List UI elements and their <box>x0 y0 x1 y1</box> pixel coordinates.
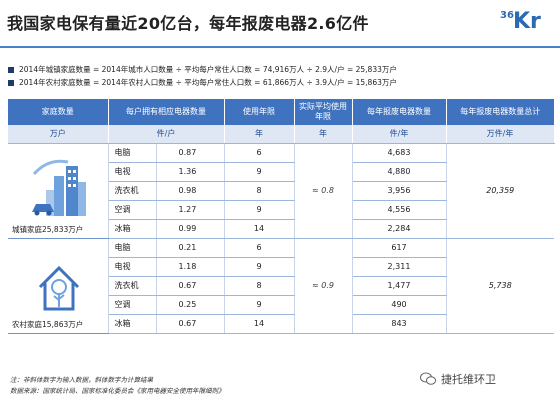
unit-cell: 万件/年 <box>446 125 555 144</box>
service-years-value: 14 <box>224 314 295 334</box>
table-row: 城镇家庭25,833万户 电脑 0.87 6 ≈ 0.8 4,683 20,359 <box>8 143 554 239</box>
footnotes: 注：非斜体数字为输入数据，斜体数字为计算结果 数据来源：国家统计局、国家标准化委… <box>10 375 225 397</box>
formula-list: 2014年城镇家庭数量 = 2014年城市人口数量 ÷ 平均每户常住人口数 = … <box>8 63 397 89</box>
appliance-name: 冰箱 <box>108 314 157 334</box>
per-household-value: 0.25 <box>156 295 225 315</box>
house-tree-icon <box>38 265 79 310</box>
table-row: 空调 0.25 9 490 <box>8 295 554 315</box>
scrap-table: 家庭数量 每户拥有相应电器数量 使用年限 实际平均使用年限 每年报废电器数量 每… <box>8 99 555 334</box>
appliance-name: 电脑 <box>108 143 157 163</box>
unit-cell: 年 <box>294 125 353 144</box>
col-header: 实际平均使用年限 <box>294 99 353 125</box>
brand-logo: 36 Kr <box>500 10 552 36</box>
logo-number: 36 <box>500 10 514 21</box>
table-row: 洗衣机 0.98 8 3,956 <box>8 181 554 201</box>
unit-cell: 年 <box>224 125 295 144</box>
appliance-name: 电视 <box>108 257 157 277</box>
formula-text: 2014年城镇家庭数量 = 2014年城市人口数量 ÷ 平均每户常住人口数 = … <box>19 65 397 74</box>
scrapped-total-value: 5,738 <box>446 238 554 334</box>
scrapped-value: 1,477 <box>352 276 447 296</box>
title-divider <box>0 46 560 48</box>
formula-text: 2014年农村家庭数量 = 2014年农村人口数量 ÷ 平均每户常住人口数 = … <box>19 78 397 87</box>
service-years-value: 6 <box>224 238 295 258</box>
chat-bubble-icon <box>420 372 436 385</box>
title-bar: 我国家电保有量近20亿台，每年报废电器2.6亿件 36 Kr <box>0 0 560 44</box>
units-row: 万户 件/户 年 年 件/年 万件/年 <box>8 125 555 144</box>
city-buildings-icon <box>31 159 86 216</box>
actual-life-value: ≈ 0.8 <box>294 143 353 239</box>
per-household-value: 0.21 <box>156 238 225 258</box>
appliance-name: 洗衣机 <box>108 276 157 296</box>
table-row: 洗衣机 0.67 8 1,477 <box>8 276 554 296</box>
table-row: 冰箱 0.67 14 843 <box>8 314 554 334</box>
appliance-name: 电视 <box>108 162 157 182</box>
scrapped-value: 490 <box>352 295 447 315</box>
scrapped-value: 4,556 <box>352 200 447 220</box>
col-header: 每户拥有相应电器数量 <box>108 99 225 125</box>
scrapped-value: 3,956 <box>352 181 447 201</box>
appliance-name: 电脑 <box>108 238 157 258</box>
group-cell: 农村家庭15,863万户 <box>8 238 109 334</box>
service-years-value: 9 <box>224 200 295 220</box>
service-years-value: 14 <box>224 219 295 239</box>
unit-cell: 件/户 <box>108 125 225 144</box>
unit-cell: 万户 <box>8 125 109 144</box>
scrapped-value: 2,311 <box>352 257 447 277</box>
header-row: 家庭数量 每户拥有相应电器数量 使用年限 实际平均使用年限 每年报废电器数量 每… <box>8 99 554 125</box>
per-household-value: 0.98 <box>156 181 225 201</box>
table-row: 冰箱 0.99 14 2,284 <box>8 219 554 239</box>
per-household-value: 0.67 <box>156 276 225 296</box>
table-row: 农村家庭15,863万户 电脑 0.21 6 ≈ 0.9 617 5,738 <box>8 238 554 334</box>
col-header: 使用年限 <box>224 99 295 125</box>
actual-life-value: ≈ 0.9 <box>294 238 353 334</box>
group-cell: 城镇家庭25,833万户 <box>8 143 109 239</box>
per-household-value: 1.18 <box>156 257 225 277</box>
service-years-value: 9 <box>224 295 295 315</box>
group-label: 农村家庭15,863万户 <box>12 319 84 329</box>
page-title: 我国家电保有量近20亿台，每年报废电器2.6亿件 <box>7 14 369 33</box>
service-years-value: 9 <box>224 257 295 277</box>
per-household-value: 1.27 <box>156 200 225 220</box>
service-years-value: 9 <box>224 162 295 182</box>
footnote-note: 注：非斜体数字为输入数据，斜体数字为计算结果 <box>10 376 153 384</box>
per-household-value: 0.67 <box>156 314 225 334</box>
col-header: 每年报废电器数量总计 <box>446 99 554 125</box>
watermark: 捷托维环卫 <box>420 371 496 387</box>
service-years-value: 8 <box>224 276 295 296</box>
square-bullet-icon <box>8 66 14 73</box>
footnote-source: 数据来源：国家统计局、国家标准化委员会《家用电器安全使用年限细则》 <box>10 387 225 395</box>
col-header: 每年报废电器数量 <box>352 99 447 125</box>
watermark-text: 捷托维环卫 <box>441 373 496 386</box>
scrapped-value: 2,284 <box>352 219 447 239</box>
appliance-name: 空调 <box>108 200 157 220</box>
square-bullet-icon <box>8 79 14 86</box>
per-household-value: 1.36 <box>156 162 225 182</box>
per-household-value: 0.87 <box>156 143 225 163</box>
scrapped-value: 843 <box>352 314 447 334</box>
data-table-wrapper: 家庭数量 每户拥有相应电器数量 使用年限 实际平均使用年限 每年报废电器数量 每… <box>8 99 555 334</box>
appliance-name: 冰箱 <box>108 219 157 239</box>
table-row: 电视 1.36 9 4,880 <box>8 162 554 182</box>
table-row: 空调 1.27 9 4,556 <box>8 200 554 220</box>
formula-rural: 2014年农村家庭数量 = 2014年农村人口数量 ÷ 平均每户常住人口数 = … <box>8 76 397 89</box>
appliance-name: 空调 <box>108 295 157 315</box>
scrapped-value: 617 <box>352 238 447 258</box>
scrapped-value: 4,683 <box>352 143 447 163</box>
col-header: 家庭数量 <box>8 99 109 125</box>
formula-urban: 2014年城镇家庭数量 = 2014年城市人口数量 ÷ 平均每户常住人口数 = … <box>8 63 397 76</box>
per-household-value: 0.99 <box>156 219 225 239</box>
table-row: 电视 1.18 9 2,311 <box>8 257 554 277</box>
unit-cell: 件/年 <box>352 125 447 144</box>
logo-letters: Kr <box>513 9 541 34</box>
table-body: 城镇家庭25,833万户 电脑 0.87 6 ≈ 0.8 4,683 20,359 电视 1.3… <box>8 143 554 334</box>
group-label: 城镇家庭25,833万户 <box>12 224 84 234</box>
appliance-name: 洗衣机 <box>108 181 157 201</box>
service-years-value: 8 <box>224 181 295 201</box>
scrapped-total-value: 20,359 <box>446 143 554 239</box>
scrapped-value: 4,880 <box>352 162 447 182</box>
service-years-value: 6 <box>224 143 295 163</box>
